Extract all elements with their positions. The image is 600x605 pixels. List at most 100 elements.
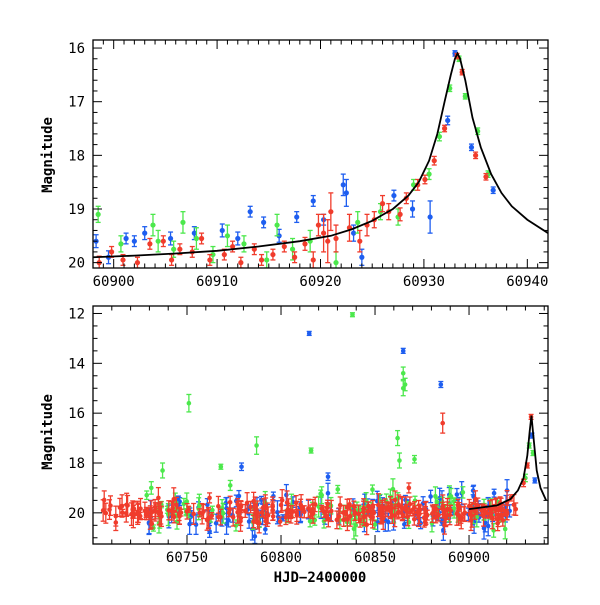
data-point	[118, 241, 124, 247]
data-point-group	[427, 200, 433, 234]
data-point	[377, 512, 383, 518]
plot-area	[93, 50, 548, 268]
baseline-point	[158, 501, 164, 525]
baseline-point	[169, 501, 175, 521]
data-point	[148, 485, 154, 491]
baseline-point	[335, 484, 341, 494]
baseline-point	[357, 511, 363, 528]
data-point-group	[490, 186, 496, 195]
baseline-point	[448, 504, 454, 517]
data-point	[431, 158, 437, 164]
data-point	[370, 515, 375, 520]
data-point	[337, 502, 343, 508]
baseline-point	[103, 502, 109, 524]
data-point	[426, 171, 432, 177]
data-point	[248, 504, 253, 510]
data-point-group	[142, 226, 148, 241]
data-point	[323, 513, 329, 518]
data-point	[124, 502, 129, 508]
data-point	[472, 509, 478, 514]
baseline-point	[387, 503, 393, 520]
baseline-point	[284, 490, 290, 515]
data-point	[400, 370, 406, 376]
baseline-point	[405, 507, 411, 527]
data-point	[251, 498, 256, 504]
data-point	[177, 513, 182, 519]
data-point	[135, 510, 141, 516]
data-point	[160, 468, 165, 473]
data-point-group	[274, 213, 280, 237]
data-point-group	[409, 200, 416, 218]
data-point	[213, 520, 219, 526]
y-tick-label: 20	[68, 256, 85, 272]
data-point	[226, 510, 232, 515]
data-point	[307, 518, 313, 524]
baseline-point	[325, 510, 331, 528]
data-point	[278, 502, 284, 508]
x-tick-label: 60750	[166, 550, 208, 566]
data-point-group	[462, 92, 468, 100]
x-tick-label: 60850	[354, 550, 396, 566]
data-point	[436, 133, 443, 140]
data-point	[491, 506, 497, 512]
data-point	[283, 515, 289, 520]
baseline-point	[251, 514, 257, 529]
baseline-point	[301, 505, 307, 519]
baseline-point	[213, 513, 219, 533]
baseline-point	[113, 513, 119, 532]
data-point	[95, 211, 101, 217]
data-point-group	[307, 229, 313, 253]
data-point-group	[150, 213, 156, 237]
baseline-point	[480, 503, 486, 516]
outlier-point	[400, 366, 406, 381]
data-point	[473, 152, 479, 158]
baseline-point	[319, 504, 325, 513]
data-point-group	[180, 211, 186, 234]
data-point	[210, 251, 216, 258]
baseline-point	[472, 503, 478, 521]
baseline-point	[440, 494, 446, 519]
bottom-panel-y-axis-label: Magnitude	[40, 394, 56, 470]
baseline-point	[344, 507, 350, 532]
data-point	[357, 517, 363, 523]
data-point	[372, 522, 378, 527]
baseline-point	[462, 503, 468, 523]
data-point	[184, 509, 190, 514]
y-tick-label: 14	[68, 356, 85, 372]
baseline-point	[428, 489, 434, 504]
data-point-group	[241, 235, 247, 253]
outlier-point	[325, 472, 331, 482]
data-point-group	[436, 131, 443, 142]
data-point	[186, 400, 192, 406]
data-point	[343, 190, 349, 196]
outlier-point	[400, 380, 406, 397]
data-point-group	[224, 224, 231, 248]
data-point	[144, 492, 150, 498]
data-point-group	[235, 231, 241, 246]
data-point	[241, 241, 247, 247]
data-point-group	[160, 235, 166, 248]
data-point	[405, 514, 410, 520]
baseline-point	[491, 488, 497, 498]
data-point	[433, 506, 439, 512]
baseline-point	[460, 486, 466, 499]
outlier-point	[186, 393, 192, 413]
baseline-point	[242, 503, 248, 519]
data-point	[158, 510, 164, 516]
data-point-group	[333, 224, 339, 253]
data-point	[336, 514, 342, 519]
baseline-point	[347, 505, 353, 527]
data-point	[207, 495, 212, 501]
baseline-point	[279, 489, 285, 512]
data-point	[251, 519, 256, 524]
data-point-group	[431, 155, 437, 166]
y-tick-label: 12	[68, 306, 85, 322]
data-point-group	[193, 227, 200, 250]
plot-frame	[92, 39, 549, 269]
data-point	[455, 502, 461, 508]
data-point	[433, 515, 439, 520]
data-point	[142, 230, 148, 236]
data-point-group	[315, 213, 322, 237]
data-point-group	[346, 213, 353, 242]
baseline-point	[254, 500, 260, 524]
